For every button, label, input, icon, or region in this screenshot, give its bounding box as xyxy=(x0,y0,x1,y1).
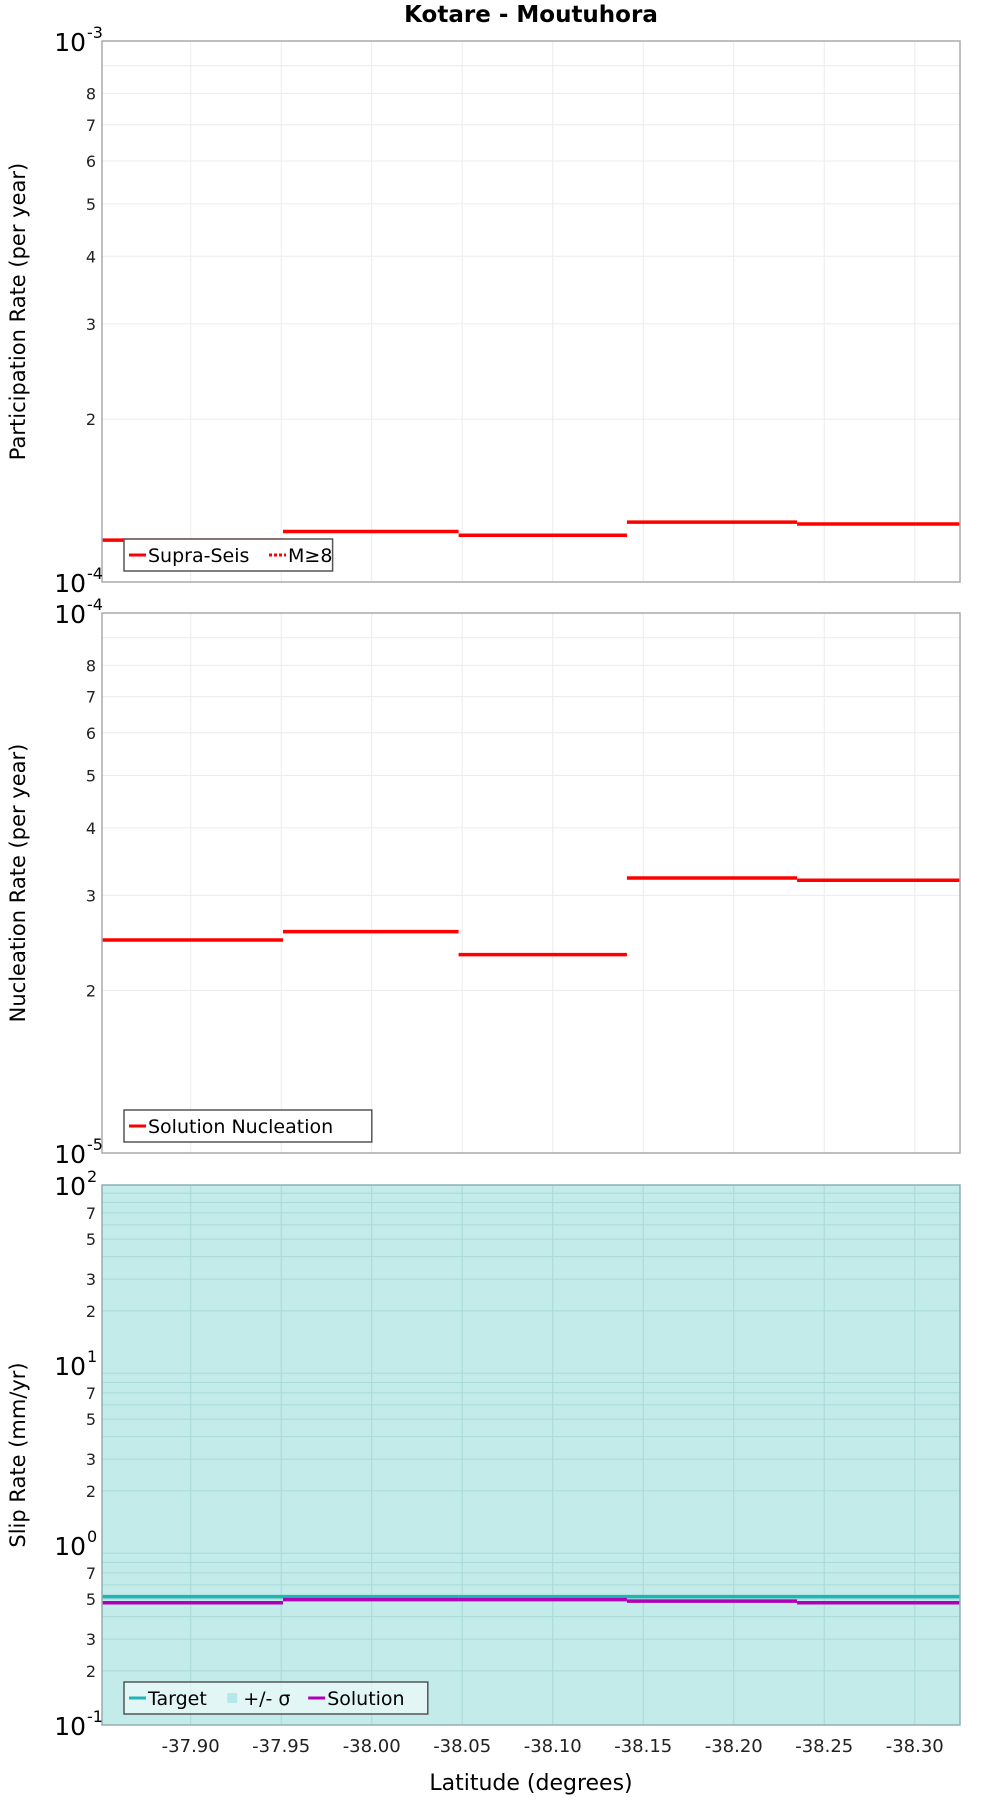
x-tick-label: -38.30 xyxy=(886,1736,944,1757)
x-tick-label: -37.90 xyxy=(162,1736,220,1757)
x-tick-label: -38.15 xyxy=(614,1736,672,1757)
y-minor-tick-label: 8 xyxy=(86,656,96,675)
y-major-tick-exponent: 0 xyxy=(87,1527,97,1546)
y-minor-tick-label: 7 xyxy=(86,116,96,135)
y-minor-tick-label: 2 xyxy=(86,410,96,429)
y-minor-tick-label: 7 xyxy=(86,1564,96,1583)
plot-area xyxy=(102,41,960,582)
legend-box xyxy=(123,1109,373,1143)
legend: Solution Nucleation xyxy=(123,1109,373,1143)
x-tick-label: -38.05 xyxy=(433,1736,491,1757)
y-axis-label: Nucleation Rate (per year) xyxy=(6,744,30,1023)
y-minor-tick-label: 7 xyxy=(86,1204,96,1223)
y-minor-tick-label: 5 xyxy=(86,1410,96,1429)
y-major-tick-label: 10 xyxy=(54,1352,86,1381)
y-major-tick-exponent: -4 xyxy=(87,564,103,583)
x-tick-label: -38.25 xyxy=(795,1736,853,1757)
y-minor-tick-label: 3 xyxy=(86,315,96,334)
y-major-tick-label: 10 xyxy=(54,1712,86,1741)
y-minor-tick-label: 7 xyxy=(86,1384,96,1403)
y-major-tick-label: 10 xyxy=(54,1172,86,1201)
legend: Target +/- σ Solution xyxy=(123,1681,429,1715)
x-axis-label: Latitude (degrees) xyxy=(429,1771,632,1796)
chart-title: Kotare - Moutuhora xyxy=(404,2,658,28)
y-minor-tick-label: 8 xyxy=(86,84,96,103)
y-minor-tick-label: 3 xyxy=(86,1630,96,1649)
y-minor-tick-label: 4 xyxy=(86,247,96,266)
y-minor-tick-label: 6 xyxy=(86,152,96,171)
legend-swatch-icon xyxy=(227,1693,238,1703)
y-axis-label: Participation Rate (per year) xyxy=(6,163,30,460)
y-minor-tick-label: 5 xyxy=(86,767,96,786)
y-major-tick-exponent: 2 xyxy=(87,1167,97,1186)
legend-label: Solution Nucleation xyxy=(148,1116,333,1138)
legend: Supra-Seis M≥8 xyxy=(123,538,334,572)
y-major-tick-exponent: -3 xyxy=(87,23,103,42)
y-minor-tick-label: 2 xyxy=(86,1482,96,1501)
legend-box xyxy=(123,538,334,572)
y-major-tick-exponent: -5 xyxy=(87,1135,103,1154)
x-tick-label: -38.10 xyxy=(524,1736,582,1757)
legend-label: Solution xyxy=(327,1688,404,1710)
y-minor-tick-label: 3 xyxy=(86,886,96,905)
legend-label: +/- σ xyxy=(243,1688,290,1710)
y-major-tick-exponent: 1 xyxy=(87,1347,97,1366)
y-minor-tick-label: 3 xyxy=(86,1450,96,1469)
y-major-tick-exponent: -4 xyxy=(87,595,103,614)
y-major-tick-label: 10 xyxy=(54,1140,86,1169)
x-tick-label: -38.00 xyxy=(343,1736,401,1757)
plot-area xyxy=(102,1185,960,1725)
y-major-tick-label: 10 xyxy=(54,569,86,598)
y-major-tick-label: 10 xyxy=(54,600,86,629)
legend-label: Supra-Seis xyxy=(148,545,249,567)
y-major-tick-exponent: -1 xyxy=(87,1707,103,1726)
legend-label: M≥8 xyxy=(288,545,332,567)
y-minor-tick-label: 2 xyxy=(86,1302,96,1321)
y-axis-label: Slip Rate (mm/yr) xyxy=(6,1362,30,1547)
y-minor-tick-label: 2 xyxy=(86,1662,96,1681)
y-minor-tick-label: 3 xyxy=(86,1270,96,1289)
y-minor-tick-label: 5 xyxy=(86,1230,96,1249)
y-minor-tick-label: 5 xyxy=(86,195,96,214)
legend-label: Target xyxy=(147,1688,207,1710)
y-minor-tick-label: 7 xyxy=(86,688,96,707)
y-minor-tick-label: 4 xyxy=(86,819,96,838)
y-minor-tick-label: 5 xyxy=(86,1590,96,1609)
y-major-tick-label: 10 xyxy=(54,1532,86,1561)
legend-box xyxy=(123,1681,429,1715)
plot-area xyxy=(102,613,960,1153)
y-major-tick-label: 10 xyxy=(54,28,86,57)
x-tick-label: -38.20 xyxy=(705,1736,763,1757)
y-minor-tick-label: 6 xyxy=(86,724,96,743)
x-tick-label: -37.95 xyxy=(252,1736,310,1757)
y-minor-tick-label: 2 xyxy=(86,981,96,1000)
